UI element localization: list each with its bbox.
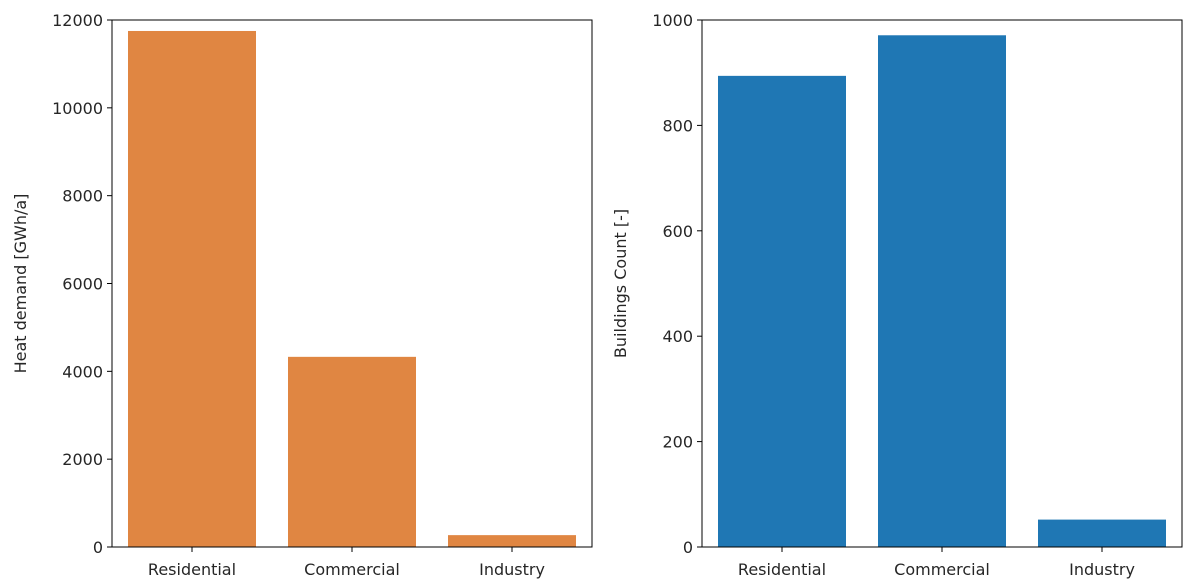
y-axis-label: Heat demand [GWh/a]: [11, 194, 30, 374]
bar-commercial: [288, 356, 416, 547]
x-tick-label: Commercial: [304, 560, 400, 579]
x-tick-label: Industry: [479, 560, 545, 579]
x-tick-label: Residential: [148, 560, 236, 579]
bar-industry: [1038, 519, 1166, 547]
x-tick-label: Commercial: [894, 560, 990, 579]
y-tick-label: 2000: [62, 450, 103, 469]
y-tick-label: 600: [662, 222, 693, 241]
heat-demand-chart: 0 2000 4000 6000 8000 10000 12000 Residential Co…: [11, 11, 593, 579]
y-tick-label: 8000: [62, 187, 103, 206]
y-tick-label: 1000: [652, 11, 693, 30]
y-tick-label: 6000: [62, 275, 103, 294]
y-tick-label: 0: [93, 538, 103, 557]
bar-industry: [448, 535, 576, 547]
bar-residential: [128, 30, 256, 548]
y-axis-label: Buildings Count [-]: [611, 209, 630, 358]
y-tick-label: 800: [662, 116, 693, 135]
x-tick-label: Residential: [738, 560, 826, 579]
y-tick-label: 12000: [52, 11, 103, 30]
y-tick-label: 200: [662, 433, 693, 452]
y-tick-label: 4000: [62, 362, 103, 381]
buildings-count-chart: 0 200 400 600 800 1000 Residential Commercial In…: [611, 11, 1183, 579]
y-tick-label: 0: [683, 538, 693, 557]
y-tick-label: 10000: [52, 99, 103, 118]
bar-commercial: [878, 35, 1006, 547]
bar-residential: [718, 75, 846, 548]
x-tick-label: Industry: [1069, 560, 1135, 579]
y-tick-label: 400: [662, 327, 693, 346]
